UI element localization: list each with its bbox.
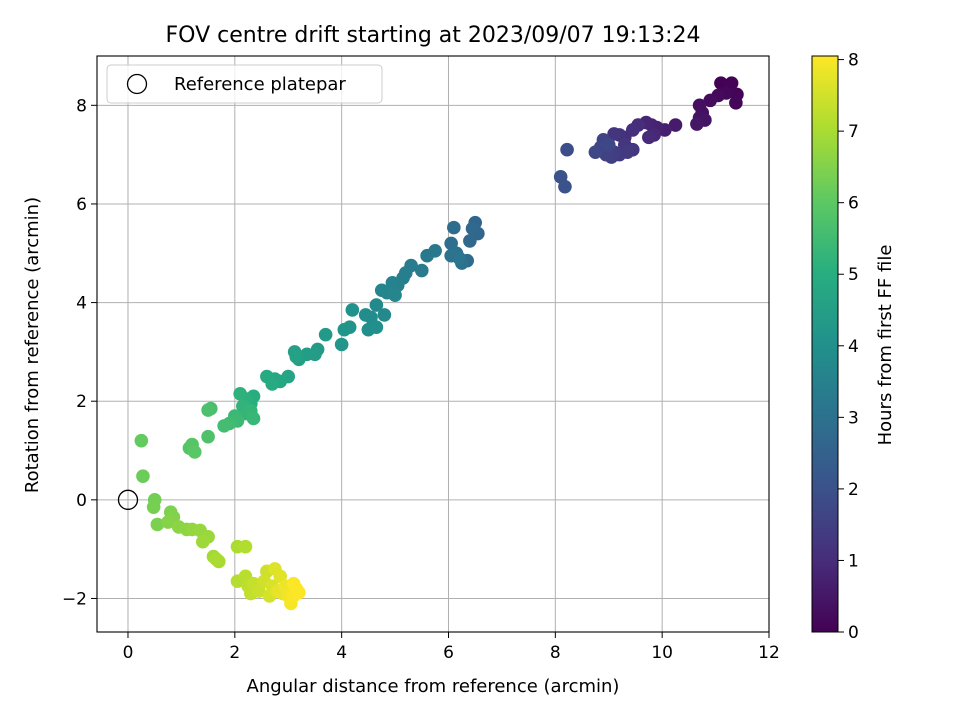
colorbar-tick-label: 0 bbox=[848, 623, 859, 643]
colorbar-gradient bbox=[811, 55, 839, 633]
y-tick-label: 8 bbox=[76, 96, 87, 116]
data-point bbox=[201, 403, 215, 417]
chart-title: FOV centre drift starting at 2023/09/07 … bbox=[166, 23, 701, 48]
y-axis-label: Rotation from reference (arcmin) bbox=[22, 197, 43, 493]
data-point bbox=[420, 248, 434, 263]
data-point bbox=[217, 419, 231, 433]
x-tick-label: 2 bbox=[229, 643, 240, 663]
legend: Reference platepar bbox=[106, 64, 383, 104]
data-point bbox=[337, 322, 352, 337]
data-point bbox=[729, 96, 743, 110]
data-point bbox=[150, 517, 165, 532]
data-point bbox=[414, 263, 429, 278]
data-point bbox=[289, 350, 304, 364]
legend-label: Reference platepar bbox=[174, 74, 346, 95]
grid-lines bbox=[97, 56, 770, 632]
data-point bbox=[668, 118, 683, 132]
data-point bbox=[463, 234, 477, 248]
colorbar-tick-label: 5 bbox=[848, 265, 859, 285]
data-point bbox=[358, 308, 373, 322]
data-point bbox=[601, 137, 616, 152]
data-point bbox=[292, 585, 306, 600]
colorbar-tick-label: 3 bbox=[848, 408, 859, 428]
x-tick-label: 12 bbox=[758, 643, 780, 663]
y-tick-label: 0 bbox=[76, 491, 87, 511]
colorbar-tick-label: 7 bbox=[848, 122, 859, 142]
data-point bbox=[588, 145, 603, 159]
data-point bbox=[345, 303, 360, 317]
x-axis-ticks: 0 2 4 6 8 10 12 bbox=[123, 632, 780, 663]
colorbar-ticks: 0 1 2 3 4 5 6 7 8 bbox=[838, 51, 859, 643]
data-point bbox=[161, 515, 175, 529]
data-point bbox=[452, 251, 466, 265]
x-tick-label: 4 bbox=[336, 643, 347, 663]
data-point bbox=[369, 298, 384, 312]
y-tick-label: 2 bbox=[76, 392, 87, 412]
colorbar-tick-label: 4 bbox=[848, 337, 859, 357]
data-point bbox=[703, 93, 718, 108]
colorbar: 0 1 2 3 4 5 6 7 8 Hours from first FF file bbox=[811, 51, 896, 643]
y-tick-label: −2 bbox=[62, 589, 87, 609]
x-tick-label: 8 bbox=[550, 643, 561, 663]
data-point bbox=[374, 283, 389, 298]
data-point bbox=[690, 117, 704, 131]
data-point bbox=[318, 327, 333, 342]
data-point bbox=[136, 469, 150, 483]
data-point bbox=[334, 337, 349, 352]
data-point bbox=[560, 142, 574, 157]
y-tick-label: 4 bbox=[76, 294, 87, 314]
data-point bbox=[607, 127, 621, 141]
scatter-points bbox=[134, 76, 744, 611]
data-point bbox=[146, 500, 161, 515]
colorbar-tick-label: 8 bbox=[848, 51, 859, 71]
data-point bbox=[369, 320, 384, 335]
data-point bbox=[246, 411, 261, 426]
data-point bbox=[187, 445, 202, 459]
x-tick-label: 0 bbox=[123, 643, 134, 663]
x-tick-label: 10 bbox=[651, 643, 673, 663]
plot-frame bbox=[96, 55, 770, 633]
data-point bbox=[201, 429, 215, 444]
data-point bbox=[465, 221, 480, 236]
data-point bbox=[233, 387, 247, 401]
data-point bbox=[377, 308, 392, 322]
x-axis-label: Angular distance from reference (arcmin) bbox=[247, 676, 620, 697]
data-point bbox=[238, 539, 253, 554]
data-point bbox=[388, 288, 402, 302]
data-point bbox=[447, 220, 461, 235]
colorbar-tick-label: 2 bbox=[848, 480, 859, 500]
colorbar-label: Hours from first FF file bbox=[875, 245, 896, 446]
data-point bbox=[265, 377, 280, 391]
reference-marker bbox=[117, 489, 139, 510]
colorbar-tick-label: 6 bbox=[848, 194, 859, 214]
x-tick-label: 6 bbox=[443, 643, 454, 663]
y-axis-ticks: −2 0 2 4 6 8 bbox=[62, 96, 97, 609]
legend-marker-open-circle bbox=[126, 73, 148, 95]
data-point bbox=[642, 130, 656, 145]
reference-platepar-marker bbox=[117, 489, 139, 510]
data-point bbox=[195, 534, 210, 549]
colorbar-tick-label: 1 bbox=[848, 551, 859, 571]
data-point bbox=[558, 179, 572, 194]
data-point bbox=[134, 433, 149, 448]
y-tick-label: 6 bbox=[76, 195, 87, 215]
legend-box bbox=[106, 64, 383, 104]
data-point bbox=[209, 552, 223, 566]
